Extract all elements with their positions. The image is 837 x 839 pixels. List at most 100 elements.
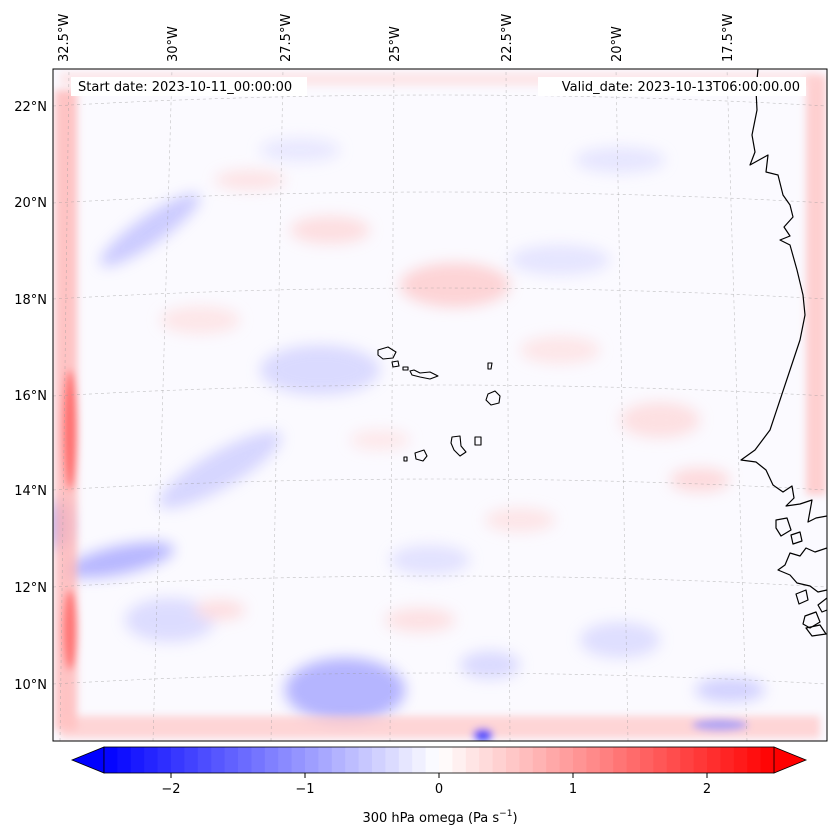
omega-patch bbox=[385, 608, 455, 632]
lat-label: 18°N bbox=[14, 293, 47, 308]
edge-band-bottom bbox=[60, 716, 820, 738]
guinea-bissau-coast bbox=[777, 547, 827, 593]
island-sao-nicolau bbox=[409, 369, 439, 380]
graticule bbox=[53, 69, 827, 741]
colorbar-band bbox=[157, 747, 172, 773]
omega-patch bbox=[520, 336, 600, 364]
colorbar-band bbox=[733, 747, 748, 773]
lon-label: 17.5°W bbox=[721, 14, 736, 62]
colorbar: −2 −1 0 1 2 300 hPa omega (Pa s−1) bbox=[70, 746, 808, 826]
island-brava bbox=[403, 456, 408, 462]
colorbar-band bbox=[693, 747, 708, 773]
edge-strong-left bbox=[63, 370, 77, 490]
colorbar-band bbox=[492, 747, 507, 773]
lat-label: 14°N bbox=[14, 484, 47, 499]
colorbar-tick-label: 1 bbox=[569, 782, 577, 797]
colorbar-band bbox=[117, 747, 132, 773]
latitude-labels: 22°N 20°N 18°N 16°N 14°N 12°N 10°N bbox=[14, 100, 47, 693]
island-santo-antao bbox=[377, 346, 397, 360]
omega-patch bbox=[285, 658, 405, 722]
colorbar-band bbox=[613, 747, 627, 773]
lon-label: 27.5°W bbox=[279, 14, 294, 62]
omega-patch bbox=[350, 430, 410, 450]
lat-label: 20°N bbox=[14, 196, 47, 211]
colorbar-band bbox=[398, 747, 413, 773]
omega-patch bbox=[66, 542, 174, 578]
omega-patch bbox=[160, 306, 240, 334]
map-frame bbox=[52, 68, 828, 742]
lat-label: 10°N bbox=[14, 678, 47, 693]
colorbar-band bbox=[224, 747, 239, 773]
colorbar-band bbox=[707, 747, 721, 773]
lon-label: 22.5°W bbox=[500, 14, 515, 62]
island-santa-luzia bbox=[402, 366, 409, 371]
omega-patch bbox=[125, 598, 215, 642]
omega-patch bbox=[620, 402, 700, 438]
colorbar-band bbox=[439, 747, 453, 773]
omega-patch bbox=[575, 147, 665, 173]
omega-patch bbox=[158, 431, 282, 509]
colorbar-extend-high bbox=[773, 746, 808, 774]
colorbar-band bbox=[251, 747, 266, 773]
omega-patch bbox=[670, 468, 730, 492]
colorbar-label-sup: −1 bbox=[499, 809, 512, 819]
omega-patch bbox=[195, 600, 245, 620]
colorbar-extend-low bbox=[70, 746, 105, 774]
coast-far-right bbox=[817, 597, 827, 613]
edge-strong-left bbox=[63, 590, 77, 670]
colorbar-label: 300 hPa omega (Pa s−1) bbox=[362, 809, 517, 826]
edge-blue-bottom bbox=[692, 719, 748, 731]
colorbar-band bbox=[747, 747, 761, 773]
colorbar-band bbox=[345, 747, 359, 773]
colorbar-band bbox=[586, 747, 601, 773]
colorbar-band bbox=[238, 747, 252, 773]
colorbar-label-end: ) bbox=[512, 811, 517, 826]
colorbar-band bbox=[532, 747, 547, 773]
edge-blue-bottom bbox=[473, 729, 493, 741]
lat-label: 12°N bbox=[14, 581, 47, 596]
omega-patch bbox=[390, 545, 470, 575]
lon-label: 32.5°W bbox=[57, 14, 72, 62]
colorbar-band bbox=[599, 747, 614, 773]
colorbar-band bbox=[720, 747, 735, 773]
island-sao-vicente bbox=[391, 360, 400, 368]
omega-patch bbox=[260, 138, 340, 162]
colorbar-band bbox=[211, 747, 225, 773]
colorbar-band bbox=[184, 747, 199, 773]
omega-patch bbox=[460, 651, 520, 679]
colorbar-band bbox=[278, 747, 292, 773]
colorbar-band bbox=[559, 747, 574, 773]
colorbar-band bbox=[305, 747, 319, 773]
lon-label: 20°W bbox=[610, 26, 625, 62]
colorbar-tick-label: 2 bbox=[703, 782, 711, 797]
colorbar-band bbox=[144, 747, 158, 773]
colorbar-band bbox=[519, 747, 534, 773]
colorbar-band bbox=[130, 747, 145, 773]
lat-label: 22°N bbox=[14, 100, 47, 115]
cape-verde-islands bbox=[377, 346, 501, 462]
colorbar-band bbox=[626, 747, 641, 773]
colorbar-band bbox=[666, 747, 681, 773]
island-fogo bbox=[414, 449, 428, 462]
colorbar-tick-label: 0 bbox=[435, 782, 443, 797]
colorbar-band bbox=[640, 747, 654, 773]
omega-patch bbox=[485, 508, 555, 532]
colorbar-band bbox=[197, 747, 212, 773]
colorbar-tick-label: −1 bbox=[295, 782, 314, 797]
omega-patch bbox=[580, 622, 660, 658]
colorbar-band bbox=[546, 747, 560, 773]
colorbar-band bbox=[372, 747, 386, 773]
colorbar-ticks: −2 −1 0 1 2 bbox=[161, 773, 711, 797]
omega-patch bbox=[695, 678, 765, 702]
omega-patch bbox=[215, 170, 285, 190]
omega-patch bbox=[290, 216, 370, 244]
lon-label: 30°W bbox=[166, 26, 181, 62]
african-coastline bbox=[740, 69, 827, 523]
edge-band-right bbox=[806, 75, 826, 495]
omega-patch bbox=[510, 245, 610, 275]
colorbar-band bbox=[318, 747, 333, 773]
colorbar-band bbox=[104, 747, 118, 773]
coastlines bbox=[740, 69, 827, 637]
colorbar-band bbox=[425, 747, 440, 773]
